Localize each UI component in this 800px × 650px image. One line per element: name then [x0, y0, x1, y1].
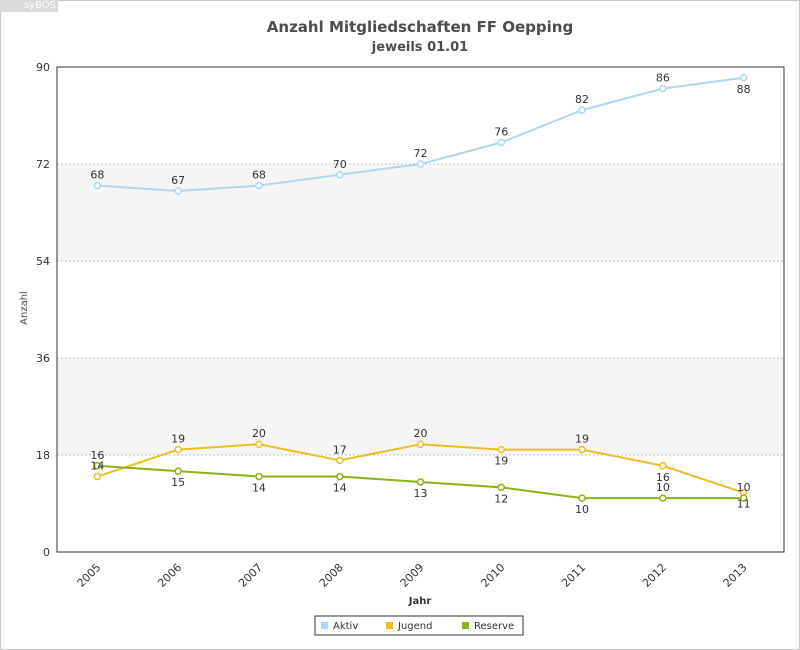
data-label-reserve: 10 — [575, 503, 589, 516]
legend-label-jugend: Jugend — [397, 621, 432, 632]
data-label-reserve: 16 — [90, 449, 104, 462]
data-point-aktiv[interactable] — [335, 171, 344, 179]
data-label-aktiv: 67 — [171, 174, 185, 187]
x-tick-label: 2011 — [559, 561, 588, 590]
data-label-aktiv: 76 — [494, 125, 508, 138]
legend-item-reserve[interactable]: Reserve — [462, 621, 514, 632]
y-tick-label: 36 — [36, 352, 50, 365]
data-label-jugend: 14 — [90, 460, 104, 473]
data-point-aktiv[interactable] — [739, 74, 748, 82]
series-aktiv — [93, 74, 748, 195]
y-tick-label: 18 — [36, 449, 50, 462]
legend-item-aktiv[interactable]: Aktiv — [321, 621, 358, 632]
data-point-reserve[interactable] — [174, 467, 182, 475]
data-point-jugend[interactable] — [497, 445, 506, 454]
data-label-aktiv: 68 — [90, 169, 104, 182]
data-label-reserve: 10 — [656, 481, 670, 494]
legend-box — [314, 615, 524, 636]
x-tick-label: 2005 — [75, 561, 104, 590]
x-tick-label: 2006 — [155, 561, 184, 590]
x-tick-label: 2013 — [721, 561, 750, 590]
legend: Aktiv Jugend Reserve — [314, 615, 524, 636]
data-label-reserve: 15 — [171, 476, 185, 489]
data-point-reserve[interactable] — [335, 472, 344, 481]
legend-item-jugend[interactable]: Jugend — [386, 621, 432, 632]
data-point-reserve[interactable] — [578, 494, 586, 502]
data-label-jugend: 17 — [333, 443, 347, 456]
data-point-aktiv[interactable] — [174, 187, 182, 195]
data-point-jugend[interactable] — [659, 462, 667, 470]
data-label-aktiv: 82 — [575, 93, 589, 106]
y-tick-label: 0 — [43, 546, 50, 559]
legend-swatch-jugend — [386, 622, 393, 629]
data-label-aktiv: 72 — [414, 147, 428, 160]
x-tick-label: 2012 — [640, 561, 669, 590]
chart-title: Anzahl Mitgliedschaften FF Oepping — [267, 18, 573, 36]
plot-area — [56, 66, 785, 553]
data-label-aktiv: 68 — [252, 169, 266, 182]
data-point-aktiv[interactable] — [659, 84, 667, 93]
y-axis-ticks: 0 18 36 54 72 90 — [36, 61, 50, 559]
data-label-jugend: 19 — [575, 433, 589, 446]
data-label-reserve: 13 — [414, 487, 428, 500]
data-point-aktiv[interactable] — [578, 106, 586, 114]
plot-bands — [57, 164, 784, 455]
data-label-jugend: 16 — [656, 471, 670, 484]
plot-band — [57, 358, 784, 455]
y-tick-label: 72 — [36, 158, 50, 171]
data-point-aktiv[interactable] — [93, 181, 102, 190]
data-label-reserve: 14 — [333, 482, 347, 495]
data-point-jugend[interactable] — [416, 440, 425, 448]
x-tick-label: 2010 — [478, 561, 507, 590]
data-point-reserve[interactable] — [255, 472, 263, 481]
data-point-aktiv[interactable] — [497, 138, 506, 147]
series-reserve — [93, 462, 748, 502]
data-label-reserve: 14 — [252, 482, 266, 495]
y-tick-label: 90 — [36, 61, 50, 74]
data-point-reserve[interactable] — [93, 462, 102, 470]
x-axis-ticks: 2005 2006 2007 2008 2009 2010 2011 2012 2013 — [75, 561, 750, 590]
data-point-jugend[interactable] — [578, 445, 586, 454]
x-tick-label: 2007 — [236, 561, 265, 590]
legend-label-aktiv: Aktiv — [333, 621, 358, 632]
data-label-aktiv: 86 — [656, 72, 670, 85]
x-tick-label: 2008 — [317, 561, 346, 590]
legend-swatch-reserve — [462, 622, 469, 629]
chart-subtitle: jeweils 01.01 — [371, 40, 468, 55]
data-labels: 68 67 68 70 72 76 82 86 88 14 19 20 17 20 19 19 16 11 16 15… — [90, 72, 750, 517]
data-point-reserve[interactable] — [739, 494, 748, 502]
brand-logo: syBOS — [0, 0, 58, 12]
data-point-jugend[interactable] — [174, 445, 182, 454]
legend-swatch-aktiv — [321, 622, 328, 629]
y-tick-label: 54 — [36, 255, 50, 268]
data-point-jugend[interactable] — [335, 456, 344, 465]
data-label-aktiv: 70 — [333, 158, 347, 171]
legend-label-reserve: Reserve — [474, 621, 514, 632]
data-label-jugend: 20 — [414, 427, 428, 440]
x-tick-label: 2009 — [398, 561, 427, 590]
data-point-reserve[interactable] — [416, 478, 425, 486]
series-jugend — [93, 440, 748, 497]
data-point-aktiv[interactable] — [416, 160, 425, 168]
plot-band — [57, 164, 784, 261]
data-label-jugend: 19 — [171, 433, 185, 446]
data-label-jugend: 19 — [494, 455, 508, 468]
y-axis-label: Anzahl — [19, 291, 30, 325]
grid-lines — [57, 163, 784, 456]
data-point-aktiv[interactable] — [255, 181, 263, 190]
data-label-reserve: 12 — [494, 492, 508, 505]
data-point-jugend[interactable] — [93, 472, 102, 481]
data-point-jugend[interactable] — [255, 440, 263, 448]
x-axis-label: Jahr — [408, 596, 432, 607]
data-label-reserve: 10 — [737, 481, 751, 494]
data-label-jugend: 11 — [737, 498, 751, 511]
data-point-reserve[interactable] — [497, 483, 506, 492]
data-label-aktiv: 88 — [737, 83, 751, 96]
data-label-jugend: 20 — [252, 427, 266, 440]
series-group — [93, 74, 748, 502]
data-point-reserve[interactable] — [659, 494, 667, 502]
